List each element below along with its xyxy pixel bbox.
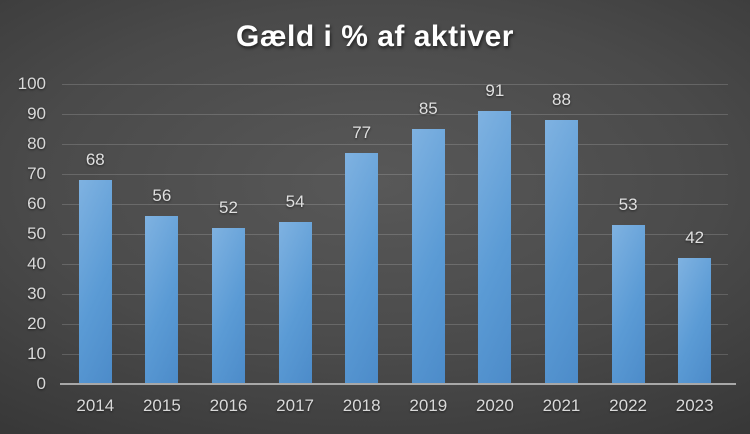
gridline: [62, 84, 728, 85]
bar-2020: [478, 111, 512, 384]
y-axis-tick-label: 0: [36, 374, 46, 393]
x-axis-tick-label: 2023: [675, 396, 714, 415]
bar-2016: [212, 228, 245, 384]
bar-2021: [545, 120, 578, 384]
gridline: [62, 294, 728, 295]
y-axis-tick-label: 10: [27, 344, 46, 363]
x-axis-tick-label: 2019: [409, 396, 448, 415]
gridline: [62, 354, 728, 355]
bar-2023: [678, 258, 712, 384]
y-axis-tick-label: 50: [27, 224, 46, 243]
x-axis-tick-label: 2016: [209, 396, 248, 415]
y-axis-tick-label: 80: [27, 134, 46, 153]
gridline: [62, 264, 728, 265]
bar-value-label: 85: [418, 99, 438, 118]
y-axis-tick-label: 30: [27, 284, 46, 303]
y-axis-tick-label: 60: [27, 194, 46, 213]
bar-2019: [411, 129, 445, 384]
x-axis-tick-label: 2021: [542, 396, 581, 415]
bar-2014: [78, 180, 112, 384]
bar-value-label: 91: [485, 81, 505, 100]
y-axis-tick-label: 100: [17, 74, 46, 93]
bar-value-label: 77: [352, 123, 372, 142]
x-axis-tick-label: 2022: [609, 396, 647, 415]
bar-value-label: 42: [685, 228, 705, 247]
x-axis-tick-label: 2017: [276, 396, 314, 415]
gridline: [62, 114, 728, 115]
x-axis-tick-label: 2014: [76, 396, 115, 415]
bar-2015: [145, 216, 179, 384]
bar-2018: [345, 153, 379, 384]
x-axis-tick-label: 2020: [475, 396, 514, 415]
y-axis-tick-label: 20: [27, 314, 46, 333]
bar-value-label: 88: [552, 90, 571, 109]
x-axis-tick-label: 2015: [142, 396, 181, 415]
bar-value-label: 56: [152, 186, 172, 205]
x-axis-line: [60, 383, 736, 385]
bar-2022: [611, 225, 645, 384]
gridline: [62, 204, 728, 205]
bar-value-label: 52: [219, 198, 238, 217]
y-axis-tick-label: 40: [27, 254, 46, 273]
chart-title: Gæld i % af aktiver: [236, 20, 514, 53]
bar-value-label: 53: [618, 195, 638, 214]
gridline: [62, 174, 728, 175]
x-axis-tick-label: 2018: [342, 396, 381, 415]
bar-value-label: 54: [285, 192, 305, 211]
gridline: [62, 234, 728, 235]
bar-value-label: 68: [85, 150, 105, 169]
gridline: [62, 324, 728, 325]
gridline: [62, 144, 728, 145]
bar-2017: [278, 222, 312, 384]
y-axis-tick-label: 70: [27, 164, 46, 183]
y-axis-tick-label: 90: [27, 104, 46, 123]
